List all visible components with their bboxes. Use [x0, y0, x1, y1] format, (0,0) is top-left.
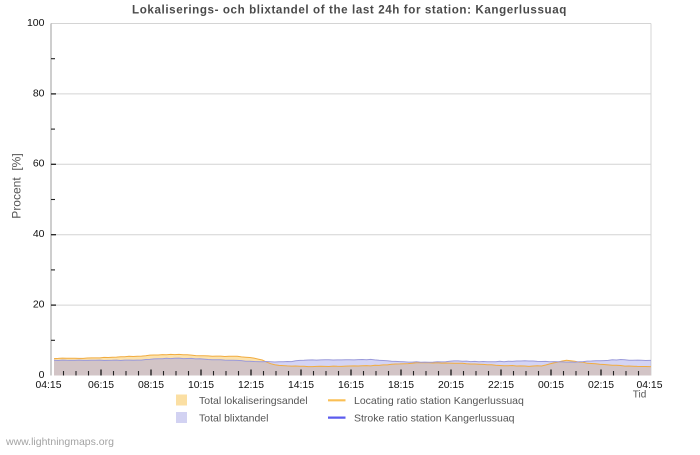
svg-text:04:15: 04:15	[35, 380, 61, 391]
svg-text:100: 100	[27, 17, 45, 29]
svg-text:80: 80	[33, 87, 45, 99]
svg-text:Stroke ratio station Kangerlus: Stroke ratio station Kangerlussuaq	[354, 413, 515, 425]
svg-text:08:15: 08:15	[138, 380, 164, 391]
svg-text:60: 60	[33, 158, 45, 170]
svg-text:0: 0	[39, 369, 45, 381]
svg-text:22:15: 22:15	[488, 380, 514, 391]
svg-text:Total blixtandel: Total blixtandel	[199, 413, 268, 425]
svg-text:18:15: 18:15	[388, 380, 414, 391]
svg-text:16:15: 16:15	[338, 380, 364, 391]
svg-text:12:15: 12:15	[238, 380, 264, 391]
svg-text:20: 20	[33, 299, 45, 311]
svg-text:10:15: 10:15	[188, 380, 214, 391]
svg-text:06:15: 06:15	[88, 380, 114, 391]
svg-text:Locating ratio station Kangerl: Locating ratio station Kangerlussuaq	[354, 395, 524, 407]
svg-text:14:15: 14:15	[288, 380, 314, 391]
svg-text:Total lokaliseringsandel: Total lokaliseringsandel	[199, 395, 308, 407]
svg-text:04:15: 04:15	[636, 380, 662, 391]
svg-text:20:15: 20:15	[438, 380, 464, 391]
svg-text:www.lightningmaps.org: www.lightningmaps.org	[5, 436, 114, 448]
svg-text:00:15: 00:15	[538, 380, 564, 391]
svg-text:Procent [%]: Procent [%]	[10, 153, 24, 218]
svg-text:02:15: 02:15	[588, 380, 614, 391]
svg-text:Lokaliserings- och blixtandel: Lokaliserings- och blixtandel of the las…	[132, 4, 567, 17]
svg-text:40: 40	[33, 228, 45, 240]
svg-text:Tid: Tid	[633, 390, 647, 401]
